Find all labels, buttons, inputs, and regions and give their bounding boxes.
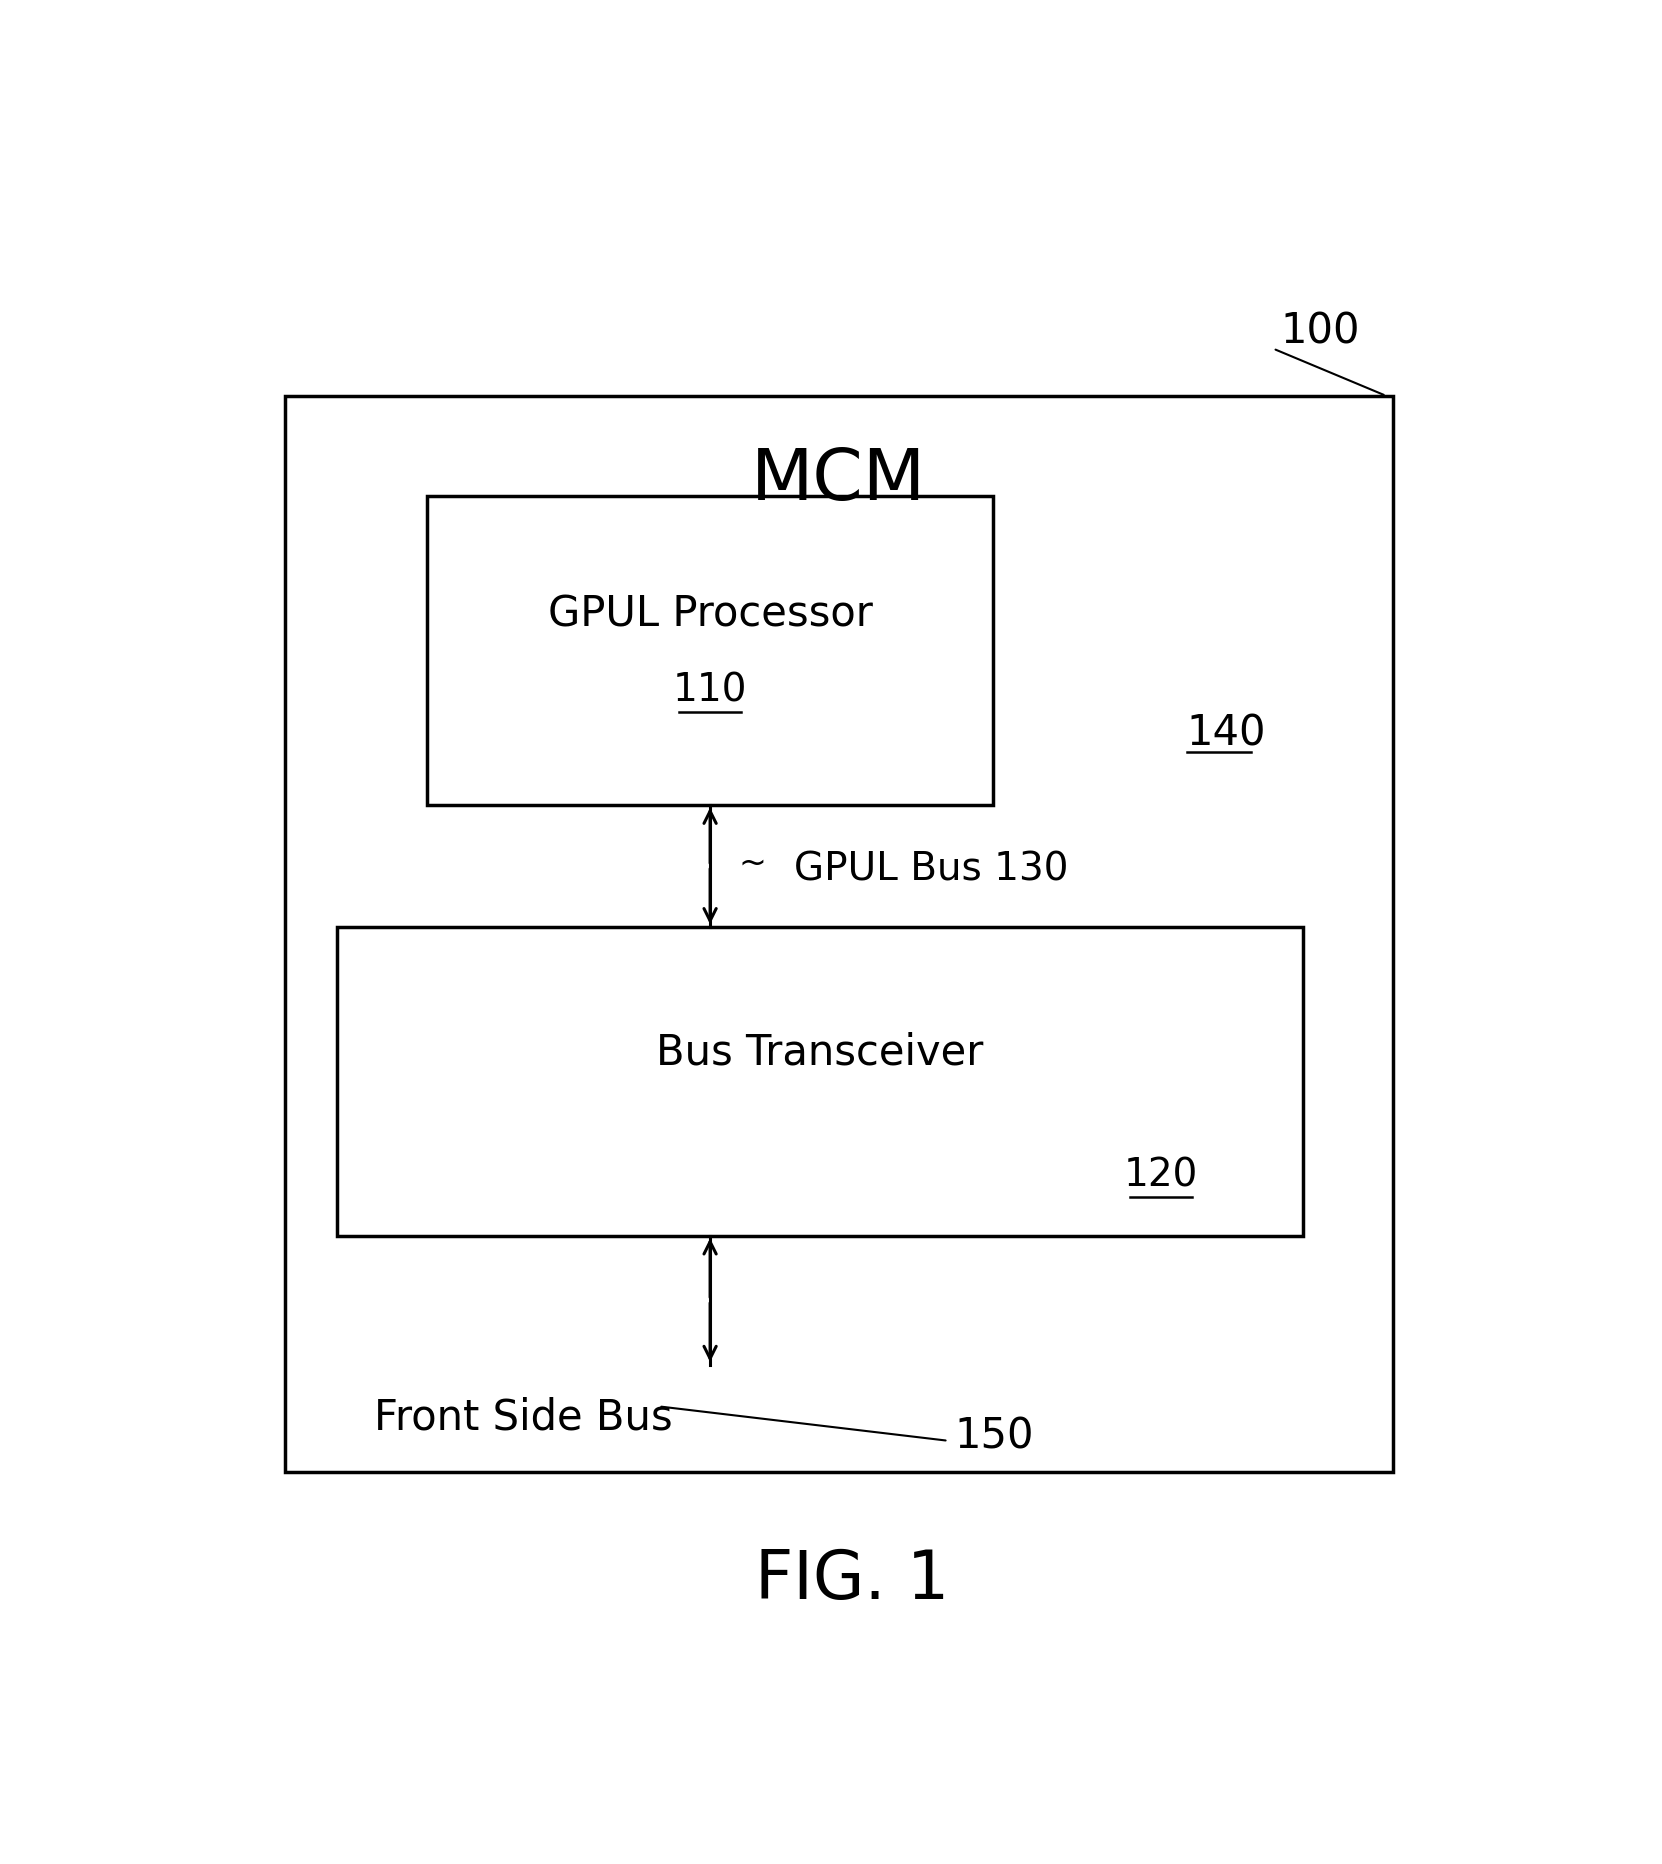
Text: 120: 120 (1124, 1156, 1198, 1195)
Text: MCM: MCM (751, 445, 926, 514)
Text: 150: 150 (954, 1415, 1034, 1458)
Text: GPUL Processor: GPUL Processor (548, 595, 873, 636)
Text: 140: 140 (1187, 712, 1266, 755)
Text: 100: 100 (1281, 309, 1360, 352)
Text: GPUL Bus 130: GPUL Bus 130 (794, 850, 1069, 889)
Text: ~: ~ (738, 846, 766, 880)
Bar (286, 395, 1393, 1473)
Text: FIG. 1: FIG. 1 (755, 1547, 949, 1612)
Bar (336, 926, 1303, 1236)
Bar (427, 496, 994, 805)
Text: Front Side Bus: Front Side Bus (374, 1396, 673, 1439)
Text: 110: 110 (673, 671, 748, 710)
Text: Bus Transceiver: Bus Transceiver (656, 1031, 984, 1074)
